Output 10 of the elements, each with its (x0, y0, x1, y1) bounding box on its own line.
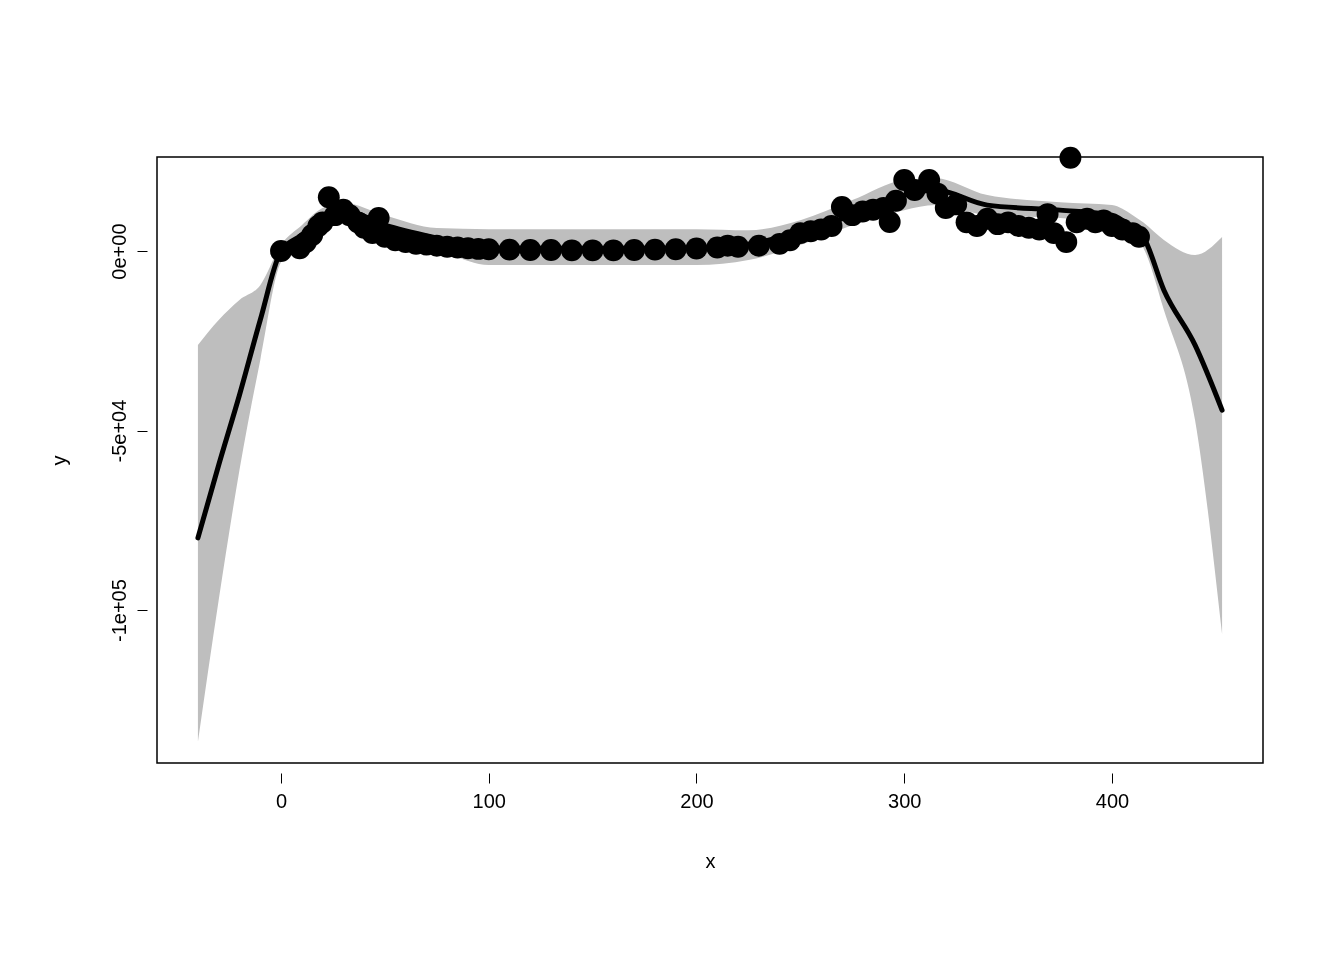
y-axis-title: y (47, 455, 70, 466)
y-tick-label: -5e+04 (107, 399, 130, 463)
x-tick-label: 300 (888, 789, 922, 812)
x-tick-label: 100 (472, 789, 506, 812)
x-tick-label: 200 (680, 789, 714, 812)
x-tick-label: 400 (1095, 789, 1130, 812)
y-tick-label: 0e+00 (107, 223, 130, 280)
x-axis-title: x (705, 849, 716, 872)
x-tick-label: 0 (275, 789, 288, 812)
y-tick-label: -1e+05 (107, 579, 130, 642)
